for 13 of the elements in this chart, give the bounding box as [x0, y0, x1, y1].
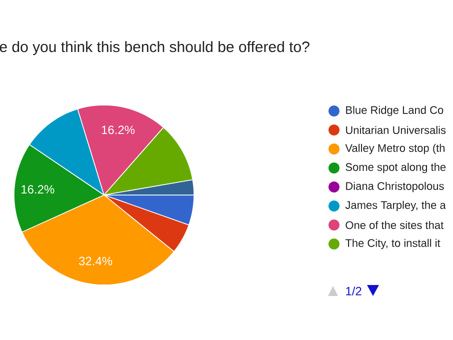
- legend-label: Diana Christopolous: [346, 182, 444, 192]
- legend-label: Unitarian Universalis: [346, 126, 446, 134]
- legend-label: James Tarpley, the a: [345, 200, 446, 212]
- legend-label: One of the sites that: [346, 220, 444, 230]
- data-label: 32.4%: [78, 256, 112, 266]
- legend-label: The City, to install it: [345, 238, 440, 250]
- data-label: 16.2%: [22, 185, 54, 194]
- legend-label: Blue Ridge Land Co: [346, 106, 444, 116]
- legend-label: Some spot along the: [346, 162, 446, 174]
- legend-label: Valley Metro stop (th: [345, 144, 445, 154]
- data-label: 16.2%: [102, 126, 135, 134]
- text: 1/2: [346, 286, 362, 296]
- chart-title: e do you think this bench should be offered to?: [0, 41, 310, 56]
